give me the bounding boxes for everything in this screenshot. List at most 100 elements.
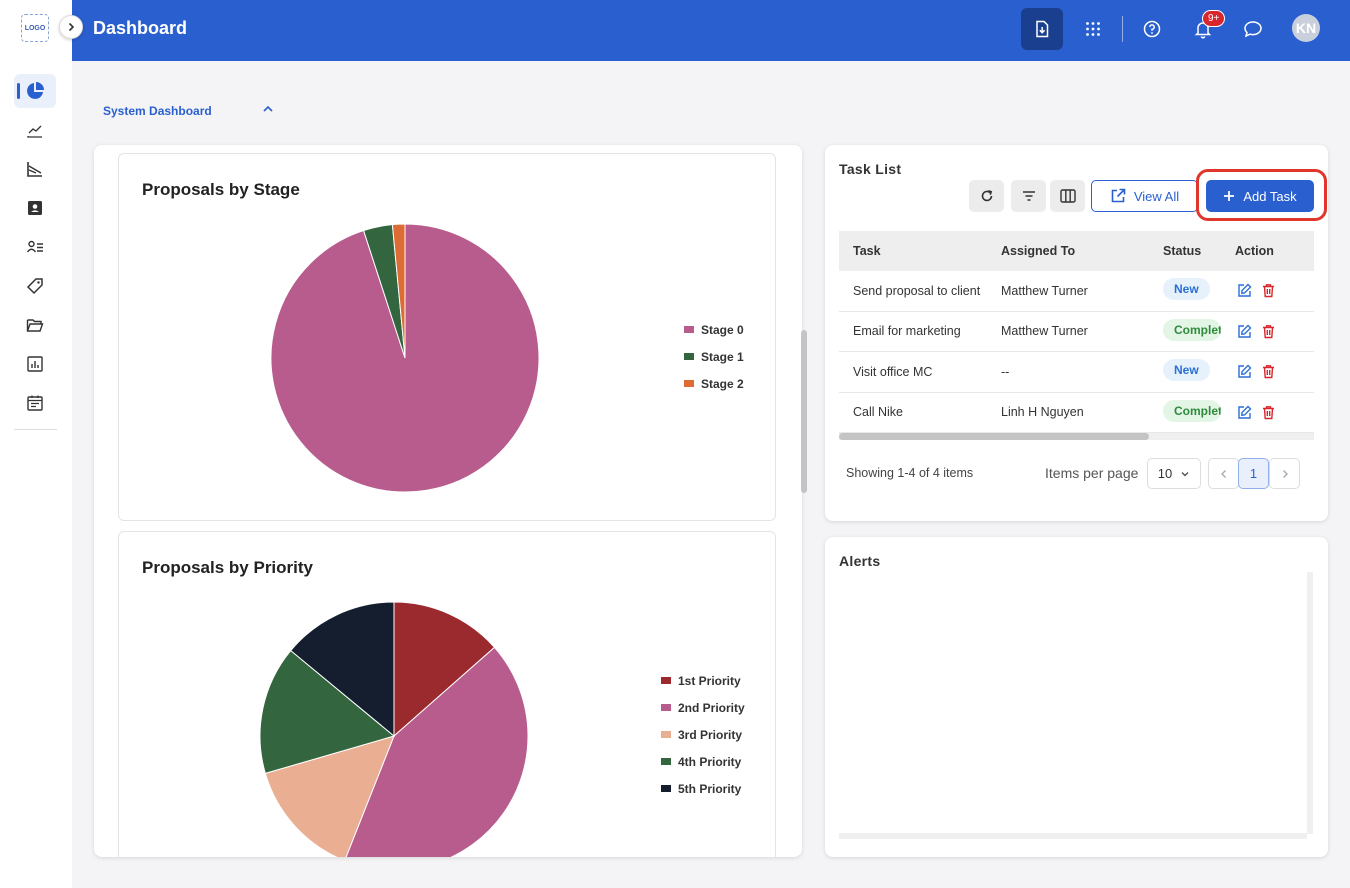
column-header-action: Action — [1235, 244, 1274, 258]
filter-icon — [1022, 191, 1035, 201]
chevron-down-icon — [1181, 471, 1189, 476]
charts-scrollbar[interactable] — [801, 330, 807, 493]
sidebar-divider — [14, 429, 57, 430]
prev-page-button[interactable] — [1208, 458, 1239, 489]
chat-bubble-icon — [1244, 21, 1262, 38]
user-list-icon — [26, 240, 43, 253]
edit-icon[interactable] — [1237, 283, 1252, 298]
status-cell: New — [1163, 359, 1235, 384]
assigned-to-cell: Matthew Turner — [1001, 324, 1088, 339]
chat-button[interactable] — [1232, 8, 1274, 50]
trash-icon[interactable] — [1262, 405, 1275, 420]
sidebar-item-dashboard[interactable] — [14, 74, 56, 108]
legend-item[interactable]: 3rd Priority — [661, 721, 745, 748]
legend-swatch — [661, 785, 671, 792]
trash-icon[interactable] — [1262, 324, 1275, 339]
stage-chart-title: Proposals by Stage — [142, 180, 300, 199]
sidebar-item-calendar[interactable] — [14, 386, 56, 420]
column-header-status[interactable]: Status — [1163, 244, 1202, 258]
top-header: Dashboard 9+ KN — [72, 0, 1350, 61]
user-avatar[interactable]: KN — [1292, 14, 1320, 42]
pie-slice-5th-priority[interactable] — [290, 601, 395, 738]
plus-icon — [1224, 191, 1235, 201]
table-row[interactable]: Send proposal to client Matthew Turner New — [839, 271, 1314, 312]
sidebar-item-deals[interactable] — [14, 269, 56, 303]
legend-swatch — [684, 380, 694, 387]
legend-item[interactable]: 5th Priority — [661, 775, 745, 802]
contact-card-icon — [28, 201, 42, 215]
chevron-right-icon — [68, 22, 75, 32]
pagination-summary: Showing 1-4 of 4 items — [846, 466, 974, 480]
sidebar-item-reports[interactable] — [14, 347, 56, 381]
page-1-button[interactable]: 1 — [1238, 458, 1269, 489]
legend-item[interactable]: Stage 0 — [684, 316, 744, 343]
bar-report-icon — [27, 356, 43, 372]
items-per-page-value: 10 — [1157, 466, 1173, 481]
action-cell — [1235, 283, 1314, 298]
export-button[interactable] — [1021, 8, 1063, 50]
status-cell: Complet — [1163, 318, 1235, 344]
next-page-button[interactable] — [1269, 458, 1300, 489]
pie-slice-4th-priority[interactable] — [259, 649, 396, 775]
refresh-button[interactable] — [969, 180, 1004, 212]
section-title[interactable]: System Dashboard — [103, 104, 212, 118]
sidebar-item-contacts[interactable] — [14, 191, 56, 225]
table-row[interactable]: Call Nike Linh H Nguyen Complet — [839, 393, 1314, 433]
sidebar-item-trends[interactable] — [14, 113, 56, 147]
help-button[interactable] — [1131, 8, 1173, 50]
status-badge: New — [1163, 359, 1210, 382]
alerts-vertical-scrollbar[interactable] — [1307, 572, 1313, 834]
edit-icon[interactable] — [1237, 324, 1252, 339]
task-list-title: Task List — [839, 161, 902, 177]
area-chart-icon — [27, 162, 42, 177]
folder-open-icon — [26, 319, 44, 332]
task-rows: Send proposal to client Matthew Turner New… — [839, 271, 1314, 433]
items-per-page-label: Items per page — [1045, 465, 1139, 481]
stage-chart-card: Proposals by Stage Stage 0 Stage 1 Stage 2 — [118, 153, 776, 521]
stage-pie-chart — [270, 223, 540, 493]
task-name-cell: Email for marketing — [853, 324, 961, 339]
column-header-assigned[interactable]: Assigned To — [1001, 244, 1076, 258]
filter-button[interactable] — [1011, 180, 1046, 212]
legend-item[interactable]: Stage 2 — [684, 370, 744, 397]
legend-swatch — [684, 353, 694, 360]
sidebar-item-accounts[interactable] — [14, 230, 56, 264]
items-per-page-select[interactable]: 10 — [1147, 458, 1201, 489]
legend-label: Stage 1 — [701, 349, 744, 364]
table-scroll-thumb[interactable] — [839, 433, 1149, 440]
chevron-right-icon — [1282, 469, 1288, 478]
sidebar-item-forecast[interactable] — [14, 152, 56, 186]
action-cell — [1235, 324, 1314, 339]
legend-label: Stage 0 — [701, 322, 744, 337]
edit-icon[interactable] — [1237, 364, 1252, 379]
alerts-horizontal-scrollbar[interactable] — [839, 833, 1307, 839]
apps-menu-button[interactable] — [1072, 8, 1114, 50]
legend-item[interactable]: 2nd Priority — [661, 694, 745, 721]
sidebar-item-files[interactable] — [14, 308, 56, 342]
columns-icon — [1059, 189, 1076, 203]
edit-icon[interactable] — [1237, 405, 1252, 420]
add-task-button[interactable]: Add Task — [1206, 180, 1314, 212]
pie-slice-1st-priority[interactable] — [393, 601, 496, 738]
view-all-label: View All — [1133, 188, 1180, 204]
view-all-button[interactable]: View All — [1091, 180, 1198, 212]
pie-slice-3rd-priority[interactable] — [264, 735, 395, 857]
legend-item[interactable]: 4th Priority — [661, 748, 745, 775]
legend-item[interactable]: Stage 1 — [684, 343, 744, 370]
pie-slice-stage-2[interactable] — [391, 223, 406, 359]
pie-slice-2nd-priority[interactable] — [345, 646, 529, 857]
task-name-cell: Call Nike — [853, 405, 904, 420]
table-row[interactable]: Visit office MC -- New — [839, 352, 1314, 393]
legend-label: Stage 2 — [701, 376, 744, 391]
chevron-up-icon[interactable] — [262, 103, 274, 115]
trash-icon[interactable] — [1262, 283, 1275, 298]
trash-icon[interactable] — [1262, 364, 1275, 379]
legend-item[interactable]: 1st Priority — [661, 667, 745, 694]
sidebar-collapse-button[interactable] — [59, 15, 83, 39]
table-row[interactable]: Email for marketing Matthew Turner Complet — [839, 312, 1314, 352]
columns-button[interactable] — [1050, 180, 1085, 212]
legend-swatch — [661, 758, 671, 765]
column-header-task[interactable]: Task — [853, 244, 881, 258]
trend-line-icon — [27, 125, 42, 138]
table-horizontal-scrollbar[interactable] — [839, 433, 1314, 440]
